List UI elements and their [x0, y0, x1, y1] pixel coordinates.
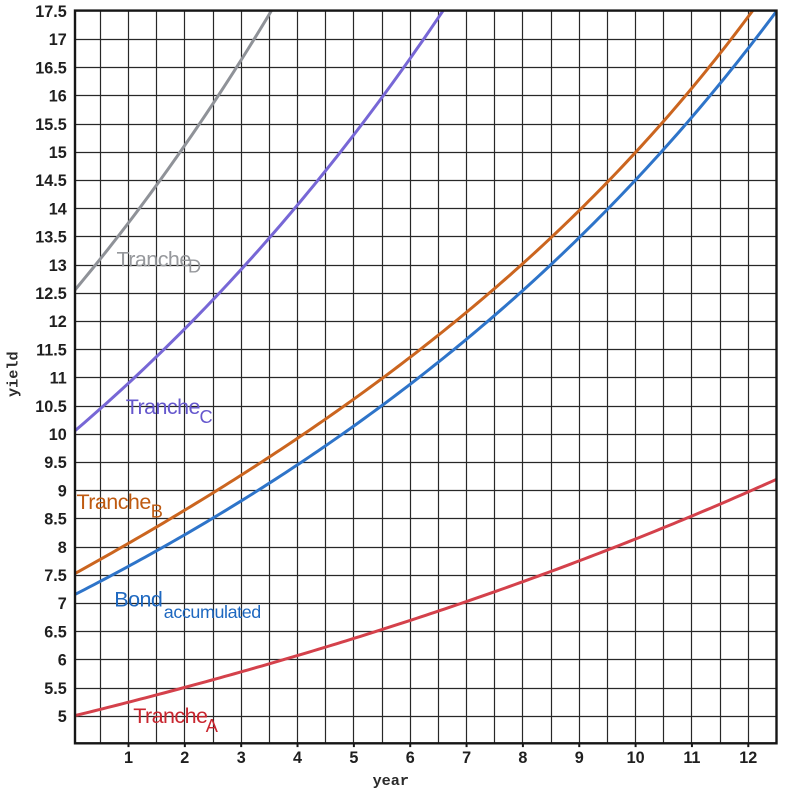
svg-text:Tranche: Tranche	[133, 704, 207, 728]
svg-text:yield: yield	[4, 351, 22, 397]
svg-text:Tranche: Tranche	[126, 395, 200, 419]
svg-text:8.5: 8.5	[44, 511, 67, 529]
svg-text:12.5: 12.5	[35, 285, 67, 303]
svg-text:8: 8	[58, 539, 67, 557]
svg-text:accumulated: accumulated	[164, 602, 261, 622]
svg-text:5.5: 5.5	[44, 680, 67, 698]
svg-text:12: 12	[49, 313, 67, 331]
svg-text:D: D	[188, 256, 201, 276]
svg-text:9.5: 9.5	[44, 454, 67, 472]
svg-text:Bond: Bond	[114, 588, 162, 612]
svg-text:6: 6	[58, 652, 67, 670]
svg-text:1: 1	[124, 749, 133, 767]
svg-text:11: 11	[683, 749, 700, 767]
svg-text:16: 16	[49, 88, 67, 106]
svg-text:B: B	[151, 501, 163, 521]
svg-text:10.5: 10.5	[35, 398, 67, 416]
svg-text:3: 3	[237, 749, 246, 767]
svg-text:7.5: 7.5	[44, 567, 67, 585]
svg-text:6: 6	[406, 749, 415, 767]
svg-text:5: 5	[349, 749, 358, 767]
svg-text:7: 7	[462, 749, 471, 767]
svg-text:15.5: 15.5	[35, 116, 67, 134]
svg-text:2: 2	[180, 749, 189, 767]
svg-text:13: 13	[49, 257, 67, 275]
svg-text:Tranche: Tranche	[117, 248, 191, 272]
svg-text:14.5: 14.5	[35, 172, 67, 190]
svg-text:5: 5	[58, 708, 67, 726]
svg-text:9: 9	[575, 749, 584, 767]
svg-text:Tranche: Tranche	[77, 490, 151, 514]
svg-text:10: 10	[627, 749, 645, 767]
svg-text:6.5: 6.5	[44, 623, 67, 641]
svg-text:17: 17	[49, 31, 67, 49]
svg-text:7: 7	[58, 595, 67, 613]
svg-text:13.5: 13.5	[35, 229, 67, 247]
svg-text:11.5: 11.5	[36, 341, 67, 359]
svg-text:9: 9	[58, 482, 67, 500]
svg-text:12: 12	[739, 749, 757, 767]
svg-text:10: 10	[49, 426, 67, 444]
svg-text:16.5: 16.5	[35, 59, 67, 77]
svg-text:11: 11	[50, 370, 67, 388]
svg-text:4: 4	[293, 749, 302, 767]
svg-text:A: A	[206, 716, 219, 736]
svg-text:year: year	[373, 772, 409, 790]
svg-text:14: 14	[49, 200, 67, 218]
svg-text:C: C	[200, 407, 213, 427]
svg-text:17.5: 17.5	[35, 3, 67, 21]
svg-text:8: 8	[518, 749, 527, 767]
svg-text:15: 15	[49, 144, 67, 162]
